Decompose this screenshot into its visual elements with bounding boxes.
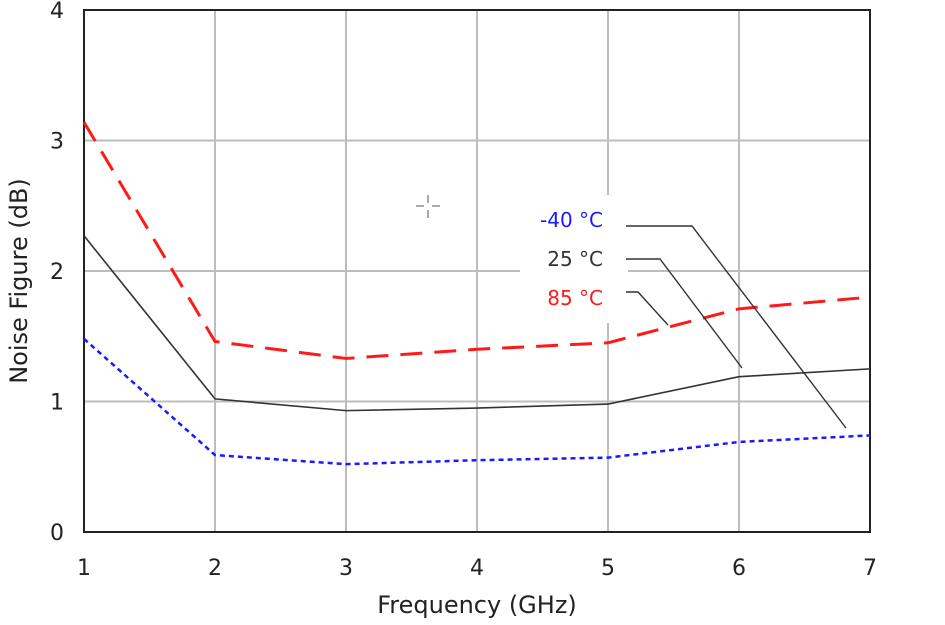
y-tick-label: 3 <box>50 130 64 155</box>
crosshair-cursor-icon <box>416 195 440 218</box>
legend-label: -40 °C <box>540 208 603 232</box>
series-layer <box>82 121 871 466</box>
x-tick-label: 5 <box>601 556 615 581</box>
series-line <box>82 121 871 360</box>
x-tick-label: 1 <box>77 556 91 581</box>
y-tick-label: 0 <box>50 521 64 546</box>
grid <box>84 10 870 532</box>
x-tick-label: 2 <box>208 556 222 581</box>
y-tick-label: 1 <box>50 391 64 416</box>
legend-leader-line <box>626 291 669 326</box>
series-line <box>83 235 871 412</box>
x-axis-label: Frequency (GHz) <box>377 591 577 619</box>
y-tick-label: 4 <box>50 0 64 24</box>
y-axis-label: Noise Figure (dB) <box>5 178 33 384</box>
legend-label: 25 °C <box>547 247 603 271</box>
series-line <box>83 337 871 466</box>
x-tick-label: 3 <box>339 556 353 581</box>
x-tick-label: 7 <box>863 556 877 581</box>
x-tick-label: 6 <box>732 556 746 581</box>
legend-background <box>520 195 628 323</box>
legend-leader-line <box>626 258 743 369</box>
plot-area <box>83 9 871 533</box>
y-tick-label: 2 <box>50 260 64 285</box>
legend-leader-line <box>626 225 847 429</box>
legend-label: 85 °C <box>547 286 603 310</box>
legend: -40 °C 25 °C 85 °C <box>520 195 847 429</box>
x-tick-label: 4 <box>470 556 484 581</box>
